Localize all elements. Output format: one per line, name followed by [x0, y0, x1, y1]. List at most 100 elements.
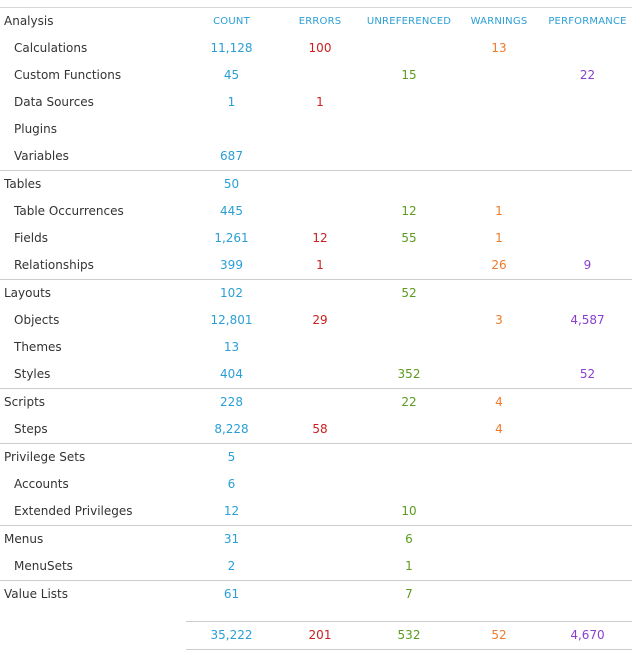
- item-label-data-sources: Data Sources: [14, 95, 94, 109]
- group-label-layouts: Layouts: [4, 286, 52, 300]
- group-analysis: Analysis COUNT ERRORS UNREFERENCED WARNINGS P…: [0, 8, 632, 170]
- column-header-count[interactable]: COUNT: [213, 16, 250, 27]
- value-count[interactable]: 6: [227, 477, 236, 491]
- value-count[interactable]: 61: [223, 587, 240, 601]
- value-warnings[interactable]: 26: [491, 258, 507, 272]
- value-errors[interactable]: 29: [312, 313, 328, 327]
- item-label-calculations: Calculations: [14, 41, 88, 55]
- value-count[interactable]: 1,261: [214, 231, 249, 245]
- value-unreferenced[interactable]: 352: [397, 367, 421, 381]
- column-header-errors[interactable]: ERRORS: [298, 16, 342, 27]
- group-row-privilege-sets[interactable]: Privilege Sets 5: [0, 444, 632, 471]
- value-count[interactable]: 404: [220, 367, 243, 381]
- value-count[interactable]: 687: [220, 149, 243, 163]
- total-count[interactable]: 35,222: [210, 628, 253, 642]
- group-label-menus: Menus: [4, 532, 44, 546]
- item-label-objects: Objects: [14, 313, 60, 327]
- item-row-themes[interactable]: Themes 13: [0, 334, 632, 361]
- value-count[interactable]: 1: [227, 95, 236, 109]
- item-row-menusets[interactable]: MenuSets 2 1: [0, 553, 632, 580]
- item-row-plugins[interactable]: Plugins: [0, 116, 632, 143]
- value-count[interactable]: 50: [223, 177, 240, 191]
- group-tables: Tables 50 Table Occurrences 445 12 1 Fields 1,2…: [0, 170, 632, 279]
- group-row-value-lists[interactable]: Value Lists 61 7: [0, 581, 632, 608]
- item-label-menusets: MenuSets: [14, 559, 73, 573]
- value-count[interactable]: 12: [223, 504, 240, 518]
- column-header-performance[interactable]: PERFORMANCE: [548, 16, 627, 27]
- value-unreferenced[interactable]: 55: [401, 231, 417, 245]
- item-label-plugins: Plugins: [14, 122, 57, 136]
- group-label-scripts: Scripts: [4, 395, 46, 409]
- group-label-tables: Tables: [4, 177, 42, 191]
- item-label-extended-privileges: Extended Privileges: [14, 504, 133, 518]
- group-row-layouts[interactable]: Layouts 102 52: [0, 280, 632, 307]
- value-errors[interactable]: 1: [316, 95, 324, 109]
- item-row-variables[interactable]: Variables 687: [0, 143, 632, 170]
- value-errors[interactable]: 58: [312, 422, 328, 436]
- item-row-steps[interactable]: Steps 8,228 58 4: [0, 416, 632, 443]
- item-label-fields: Fields: [14, 231, 48, 245]
- value-count[interactable]: 2: [227, 559, 236, 573]
- group-menus: Menus 31 6 MenuSets 2 1: [0, 525, 632, 580]
- item-row-custom-functions[interactable]: Custom Functions 45 15 22: [0, 62, 632, 89]
- item-label-styles: Styles: [14, 367, 51, 381]
- value-errors[interactable]: 12: [312, 231, 328, 245]
- value-count[interactable]: 8,228: [214, 422, 249, 436]
- item-label-steps: Steps: [14, 422, 48, 436]
- value-count[interactable]: 102: [220, 286, 243, 300]
- total-performance[interactable]: 4,670: [570, 628, 605, 642]
- value-unreferenced[interactable]: 7: [405, 587, 413, 601]
- value-unreferenced[interactable]: 22: [401, 395, 417, 409]
- item-row-objects[interactable]: Objects 12,801 29 3 4,587: [0, 307, 632, 334]
- value-warnings[interactable]: 4: [495, 422, 503, 436]
- group-label-privilege-sets: Privilege Sets: [4, 450, 86, 464]
- group-row-tables[interactable]: Tables 50: [0, 171, 632, 198]
- value-warnings[interactable]: 1: [495, 204, 503, 218]
- value-unreferenced[interactable]: 6: [405, 532, 413, 546]
- value-count[interactable]: 13: [223, 340, 240, 354]
- value-errors[interactable]: 100: [308, 41, 332, 55]
- value-count[interactable]: 45: [223, 68, 240, 82]
- item-row-calculations[interactable]: Calculations 11,128 100 13: [0, 35, 632, 62]
- group-scripts: Scripts 228 22 4 Steps 8,228 58 4: [0, 388, 632, 443]
- total-warnings[interactable]: 52: [491, 628, 507, 642]
- value-errors[interactable]: 1: [316, 258, 324, 272]
- item-row-accounts[interactable]: Accounts 6: [0, 471, 632, 498]
- value-count[interactable]: 12,801: [210, 313, 253, 327]
- item-row-fields[interactable]: Fields 1,261 12 55 1: [0, 225, 632, 252]
- value-count[interactable]: 228: [220, 395, 243, 409]
- item-row-relationships[interactable]: Relationships 399 1 26 9: [0, 252, 632, 279]
- item-label-table-occurrences: Table Occurrences: [14, 204, 124, 218]
- value-warnings[interactable]: 13: [491, 41, 507, 55]
- group-row-scripts[interactable]: Scripts 228 22 4: [0, 389, 632, 416]
- value-warnings[interactable]: 1: [495, 231, 503, 245]
- group-value-lists: Value Lists 61 7: [0, 580, 632, 608]
- column-header-unreferenced[interactable]: UNREFERENCED: [366, 16, 452, 27]
- total-errors[interactable]: 201: [308, 628, 332, 642]
- value-performance[interactable]: 52: [579, 367, 596, 381]
- value-count[interactable]: 399: [220, 258, 243, 272]
- group-row-menus[interactable]: Menus 31 6: [0, 526, 632, 553]
- value-performance[interactable]: 9: [583, 258, 592, 272]
- value-performance[interactable]: 4,587: [570, 313, 605, 327]
- value-count[interactable]: 11,128: [210, 41, 253, 55]
- value-unreferenced[interactable]: 12: [401, 204, 417, 218]
- value-warnings[interactable]: 3: [495, 313, 503, 327]
- column-header-warnings[interactable]: WARNINGS: [470, 16, 528, 27]
- value-unreferenced[interactable]: 1: [405, 559, 413, 573]
- value-count[interactable]: 445: [220, 204, 243, 218]
- item-label-themes: Themes: [14, 340, 62, 354]
- item-row-styles[interactable]: Styles 404 352 52: [0, 361, 632, 388]
- value-unreferenced[interactable]: 10: [401, 504, 417, 518]
- value-count[interactable]: 31: [223, 532, 240, 546]
- value-unreferenced[interactable]: 15: [401, 68, 417, 82]
- value-warnings[interactable]: 4: [495, 395, 503, 409]
- item-row-table-occurrences[interactable]: Table Occurrences 445 12 1: [0, 198, 632, 225]
- item-row-extended-privileges[interactable]: Extended Privileges 12 10: [0, 498, 632, 525]
- item-row-data-sources[interactable]: Data Sources 1 1: [0, 89, 632, 116]
- value-count[interactable]: 5: [227, 450, 236, 464]
- group-row-analysis[interactable]: Analysis COUNT ERRORS UNREFERENCED WARNINGS P…: [0, 8, 632, 35]
- value-performance[interactable]: 22: [579, 68, 596, 82]
- value-unreferenced[interactable]: 52: [401, 286, 417, 300]
- total-unreferenced[interactable]: 532: [397, 628, 421, 642]
